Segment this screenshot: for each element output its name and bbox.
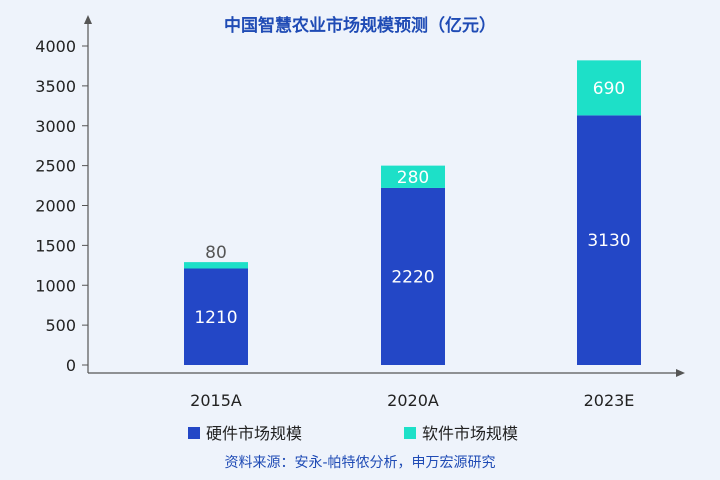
data-label: 690 [593,79,625,99]
x-tick-label: 2023E [584,391,635,410]
y-tick-label: 1500 [35,236,76,255]
chart-title: 中国智慧农业市场规模预测（亿元） [224,15,496,36]
source-note: 资料来源：安永-帕特侬分析，申万宏源研究 [224,455,495,471]
y-tick-label: 0 [66,356,76,375]
x-tick-label: 2020A [387,391,439,410]
y-tick-label: 2500 [35,157,76,176]
legend-swatch [404,427,416,439]
data-label: 280 [397,168,429,188]
bar-segment [577,60,641,116]
bar-segment [381,187,445,365]
bar-segment [184,268,248,365]
bar-segment [381,165,445,188]
data-label: 1210 [194,308,237,328]
y-tick-label: 4000 [35,37,76,56]
data-label: 80 [205,243,227,263]
data-label: 2220 [391,267,434,287]
y-tick-label: 3000 [35,117,76,136]
y-tick-label: 3500 [35,77,76,96]
x-tick-label: 2015A [190,391,242,410]
y-axis-arrow [84,15,92,24]
y-tick-label: 500 [45,316,76,335]
bar-segment [577,115,641,365]
x-axis-arrow [676,369,685,377]
y-tick-label: 2000 [35,197,76,216]
legend-swatch [188,427,200,439]
bars: 1210 80 2015A 2220 280 2020A 3130 690 2023E [184,60,641,410]
y-tick-label: 1000 [35,276,76,295]
bar-segment [184,262,248,269]
legend-label: 硬件市场规模 [206,424,302,443]
legend: 硬件市场规模 软件市场规模 [188,424,518,443]
axes: 0 500 1000 1500 2000 2500 3000 3500 4000 [35,15,685,377]
data-label: 3130 [587,231,630,251]
legend-label: 软件市场规模 [422,424,518,443]
